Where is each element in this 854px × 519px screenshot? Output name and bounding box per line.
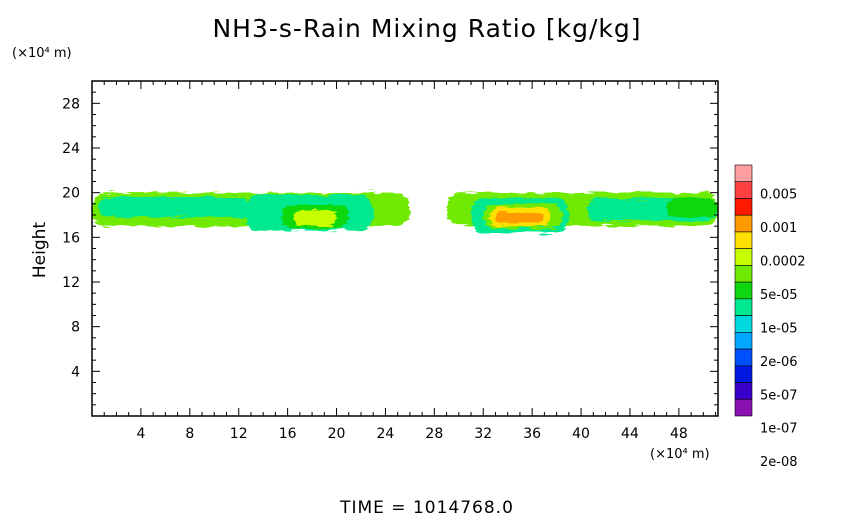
field-region-4	[293, 210, 337, 227]
x-tick-label: 20	[328, 426, 346, 442]
legend-swatch	[734, 332, 753, 350]
x-tick-label: 12	[230, 426, 248, 442]
plot-frame	[91, 80, 719, 417]
legend-swatch	[734, 231, 753, 249]
legend-swatch	[734, 315, 753, 333]
legend-swatch	[734, 298, 753, 316]
y-tick-label: 8	[71, 320, 80, 336]
legend-label: 5e-05	[760, 288, 798, 303]
x-tick-label: 44	[621, 426, 639, 442]
chart-title: NH3-s-Rain Mixing Ratio [kg/kg]	[212, 14, 642, 43]
time-footer: TIME = 1014768.0	[340, 498, 514, 518]
x-tick-label: 8	[185, 426, 194, 442]
legend-swatch	[734, 398, 753, 417]
y-tick-label: 24	[62, 141, 80, 157]
legend-label: 2e-06	[760, 355, 798, 370]
x-tick-label: 28	[425, 426, 443, 442]
y-tick-label: 20	[62, 186, 80, 202]
legend-label: 0.005	[760, 187, 797, 202]
legend-label: 1e-07	[760, 422, 798, 437]
legend-swatch	[734, 281, 753, 300]
legend-label: 0.0002	[760, 254, 806, 269]
x-tick-label: 32	[474, 426, 492, 442]
legend-label: 5e-07	[760, 388, 798, 403]
legend-swatch	[734, 248, 753, 266]
y-tick-label: 4	[71, 364, 80, 380]
legend-swatch	[734, 164, 753, 183]
y-tick-label: 16	[62, 230, 80, 246]
y-tick-label: 28	[62, 96, 80, 112]
legend-label: 2e-08	[760, 455, 798, 470]
y-axis-unit: (×10⁴ m)	[12, 46, 72, 61]
legend-label: 1e-05	[760, 321, 798, 336]
legend-swatch	[734, 365, 753, 383]
x-tick-label: 24	[377, 426, 395, 442]
y-tick-label: 12	[62, 275, 80, 291]
x-tick-label: 48	[670, 426, 688, 442]
legend-swatch	[734, 265, 753, 283]
x-tick-label: 36	[523, 426, 541, 442]
x-tick-label: 16	[279, 426, 297, 442]
legend-label: 0.001	[760, 221, 797, 236]
x-axis-unit: (×10⁴ m)	[650, 447, 710, 462]
x-tick-label: 4	[136, 426, 145, 442]
heatmap-field	[92, 192, 718, 233]
field-region-1	[98, 197, 251, 218]
legend-swatch	[734, 382, 753, 400]
field-region-11	[666, 198, 718, 218]
legend-swatch	[734, 181, 753, 199]
color-legend: 0.005 0.001 0.0002 5e-05 1e-05 2e-06 5e-07 1e-0…	[734, 164, 806, 470]
legend-swatch	[734, 348, 753, 367]
field-region-9	[495, 211, 545, 223]
legend-swatch	[734, 214, 753, 233]
legend-swatch	[734, 198, 753, 216]
x-tick-label: 40	[572, 426, 590, 442]
